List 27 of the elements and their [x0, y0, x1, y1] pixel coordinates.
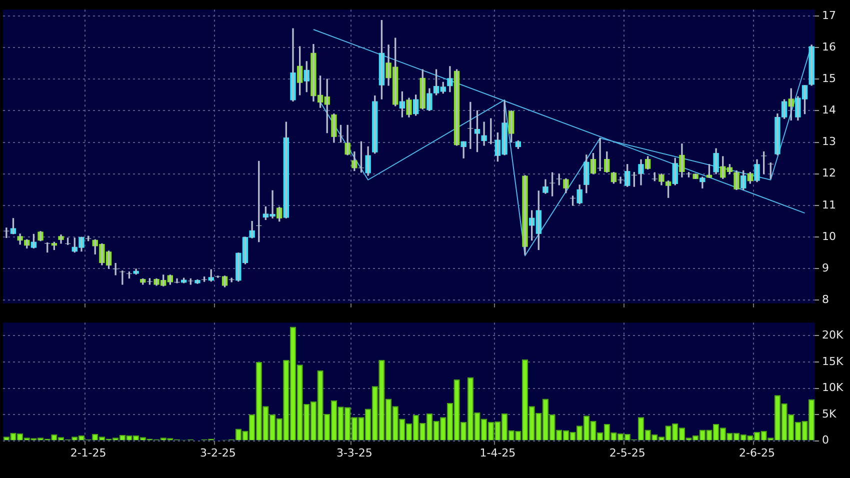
- y-tick-label: 15K: [822, 354, 844, 368]
- y-tick-label: 5K: [822, 407, 837, 420]
- candlestick: [188, 278, 194, 285]
- x-tick-label: 1-4-25: [480, 446, 516, 460]
- candlestick: [4, 228, 10, 238]
- x-tick-label: 2-5-25: [609, 446, 646, 460]
- candlestick: [692, 174, 698, 179]
- candlestick: [549, 172, 556, 196]
- y-tick-label: 10K: [822, 381, 844, 394]
- y-tick-label: 0: [822, 434, 829, 447]
- candlestick: [556, 174, 562, 186]
- y-tick-label: 13: [822, 135, 836, 148]
- y-tick-label: 17: [822, 8, 836, 22]
- x-tick-label: 2-6-25: [739, 446, 775, 460]
- x-tick-label: 2-1-25: [70, 446, 106, 460]
- y-tick-label: 8: [822, 293, 829, 306]
- y-tick-label: 16: [822, 40, 836, 54]
- candlestick: [112, 262, 118, 276]
- y-tick-label: 11: [822, 198, 836, 212]
- y-tick-label: 20K: [822, 328, 844, 342]
- y-tick-label: 15: [822, 72, 836, 85]
- x-tick-label: 3-2-25: [200, 446, 236, 460]
- y-tick-label: 10: [822, 230, 836, 243]
- y-tick-label: 9: [822, 262, 829, 275]
- x-tick-label: 3-3-25: [336, 446, 372, 460]
- y-tick-label: 14: [822, 104, 836, 117]
- y-tick-label: 12: [822, 166, 836, 180]
